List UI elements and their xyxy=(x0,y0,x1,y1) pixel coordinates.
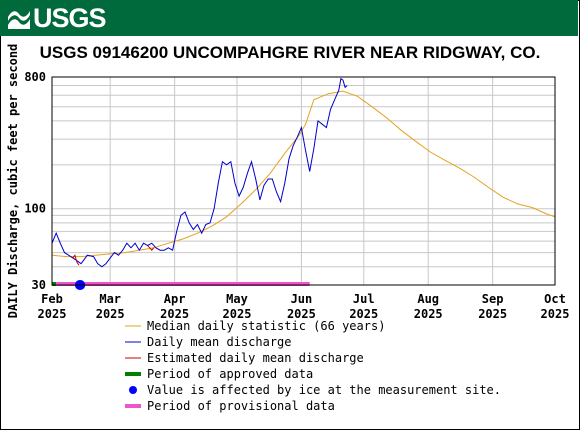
usgs-logo-text: USGS xyxy=(33,3,107,33)
x-tick-year: 2025 xyxy=(541,307,570,321)
legend-label-median: Median daily statistic (66 years) xyxy=(147,319,385,333)
x-tick-year: 2025 xyxy=(349,307,378,321)
x-tick-month: Sep xyxy=(482,292,504,306)
plot-border xyxy=(51,76,556,286)
usgs-wave-icon xyxy=(6,5,32,31)
x-tick-month: Aug xyxy=(417,292,439,306)
x-tick-year: 2025 xyxy=(478,307,507,321)
x-tick-year: 2025 xyxy=(96,307,125,321)
x-tick-month: Feb xyxy=(41,292,63,306)
series-estimated-line xyxy=(147,245,155,251)
bar-provisional xyxy=(56,282,310,286)
y-tick-label: 100 xyxy=(24,202,46,216)
bar-approved xyxy=(52,282,57,286)
usgs-banner: USGS xyxy=(0,0,578,36)
legend-swatch-provisional xyxy=(125,404,141,408)
x-tick-year: 2025 xyxy=(287,307,316,321)
legend-swatch-ice xyxy=(129,386,137,394)
y-tick-label: 30 xyxy=(32,278,46,292)
legend-label-approved: Period of approved data xyxy=(147,367,313,381)
usgs-logo[interactable]: USGS xyxy=(6,3,107,33)
y-tick-label: 800 xyxy=(24,70,46,84)
x-tick-month: Mar xyxy=(99,292,121,306)
legend-label-estimated: Estimated daily mean discharge xyxy=(147,351,364,365)
chart-title: USGS 09146200 UNCOMPAHGRE RIVER NEAR RID… xyxy=(39,43,541,62)
x-tick-year: 2025 xyxy=(223,307,252,321)
x-tick-year: 2025 xyxy=(38,307,67,321)
legend-label-ice: Value is affected by ice at the measurem… xyxy=(147,383,501,397)
y-axis-label: DAILY Discharge, cubic feet per second xyxy=(6,44,20,319)
x-tick-month: Jun xyxy=(291,292,313,306)
legend-label-daily: Daily mean discharge xyxy=(147,335,292,349)
x-tick-year: 2025 xyxy=(414,307,443,321)
x-tick-month: May xyxy=(226,292,248,306)
x-tick-month: Apr xyxy=(164,292,186,306)
series-estimated-line xyxy=(72,254,80,266)
legend-swatch-approved xyxy=(125,372,141,376)
series-daily-line xyxy=(51,77,348,268)
legend-label-provisional: Period of provisional data xyxy=(147,399,335,413)
x-tick-year: 2025 xyxy=(160,307,189,321)
x-tick-month: Jul xyxy=(353,292,375,306)
x-tick-month: Oct xyxy=(544,292,566,306)
